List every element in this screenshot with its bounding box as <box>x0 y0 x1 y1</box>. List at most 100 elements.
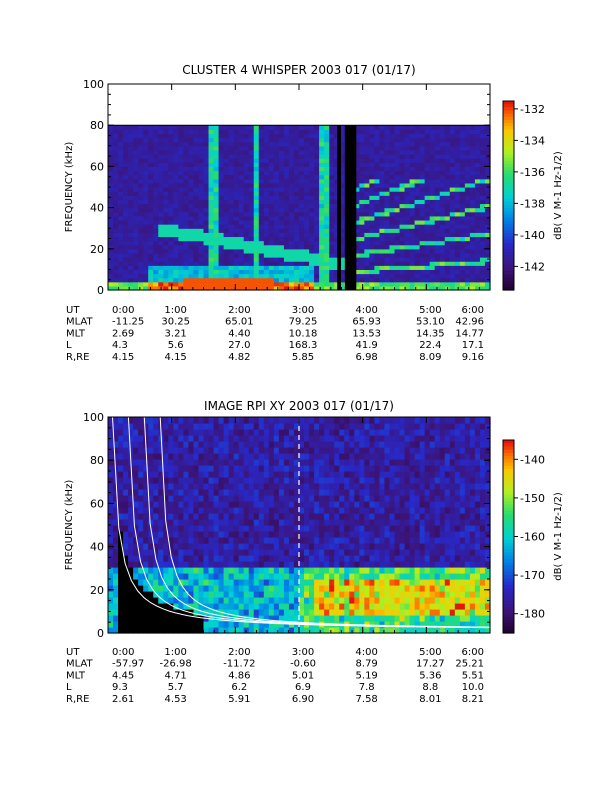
spectrogram-cell <box>213 145 220 151</box>
spectrogram-cell <box>143 170 149 176</box>
spectrogram-cell <box>364 228 370 233</box>
spectrogram-cell <box>459 170 466 176</box>
spectrogram-cell <box>138 182 144 188</box>
spectrogram-cell <box>334 453 340 460</box>
spectrogram-cell <box>434 203 441 209</box>
spectrogram-cell <box>268 191 275 196</box>
spectrogram-cell <box>238 603 245 610</box>
spectrogram-cell <box>158 252 164 258</box>
spectrogram-cell <box>409 199 416 205</box>
spectrogram-cell <box>128 195 134 200</box>
spectrogram-cell <box>138 191 144 196</box>
spectrogram-cell <box>299 199 305 205</box>
spectrogram-cell <box>293 495 300 502</box>
spectrogram-cell <box>288 125 295 130</box>
spectrogram-cell <box>354 170 360 176</box>
spectrogram-cell <box>258 199 265 205</box>
spectrogram-cell <box>258 178 265 184</box>
spectrogram-cell <box>359 166 365 172</box>
spectrogram-cell <box>128 170 134 176</box>
spectrogram-cell <box>248 236 255 242</box>
spectrogram-cell <box>153 170 159 176</box>
spectrogram-cell <box>359 257 365 262</box>
spectrogram-cell <box>469 285 476 291</box>
spectrogram-cell <box>198 513 205 520</box>
spectrogram-cell <box>469 203 476 209</box>
spectrogram-cell <box>319 224 325 229</box>
spectrogram-cell <box>304 154 310 159</box>
spectrogram-cell <box>108 166 114 172</box>
spectrogram-cell <box>133 178 139 184</box>
spectrogram-cell <box>369 273 375 279</box>
spectrogram-cell <box>138 277 144 283</box>
spectrogram-cell <box>198 549 205 556</box>
spectrogram-cell <box>133 141 139 147</box>
spectrogram-cell <box>263 489 270 496</box>
spectrogram-cell <box>173 248 179 254</box>
spectrogram-cell <box>158 507 164 514</box>
colorbar-swatch <box>503 252 514 256</box>
spectrogram-cell <box>364 203 370 209</box>
spectrogram-cell <box>339 531 345 538</box>
colorbar-tick-label: -142 <box>520 260 545 273</box>
spectrogram-cell <box>319 597 325 604</box>
spectrogram-cell <box>183 224 190 229</box>
spectrogram-cell <box>379 129 386 135</box>
spectrogram-cell <box>158 244 164 250</box>
spectrogram-cell <box>228 417 235 424</box>
spectrogram-cell <box>324 483 330 490</box>
spectrogram-cell <box>439 149 446 155</box>
spectrogram-cell <box>324 158 330 163</box>
spectrogram-cell <box>389 252 396 258</box>
spectrogram-cell <box>374 252 381 258</box>
spectrogram-cell <box>258 471 265 478</box>
spectrogram-cell <box>283 141 290 147</box>
spectrogram-cell <box>484 281 491 287</box>
spectrogram-cell <box>223 211 230 217</box>
spectrogram-cell <box>309 281 315 287</box>
spectrogram-cell <box>334 561 340 568</box>
spectrogram-cell <box>193 248 200 254</box>
spectrogram-cell <box>283 252 290 258</box>
spectrogram-cell <box>454 182 461 188</box>
spectrogram-cell <box>248 465 255 472</box>
spectrogram-cell <box>409 137 416 143</box>
spectrogram-cell <box>168 265 174 270</box>
spectrogram-cell <box>253 609 260 616</box>
spectrogram-cell <box>309 507 315 514</box>
spectrogram-cell <box>384 199 391 205</box>
spectrogram-cell <box>364 219 370 225</box>
spectrogram-cell <box>474 228 481 233</box>
ephemeris-cell: 5.6 <box>168 340 184 351</box>
spectrogram-cell <box>409 273 416 279</box>
spectrogram-cell <box>153 597 159 604</box>
spectrogram-cell <box>223 285 230 291</box>
spectrogram-cell <box>299 285 305 291</box>
spectrogram-cell <box>288 609 295 616</box>
spectrogram-cell <box>218 145 225 151</box>
spectrogram-cell <box>113 525 119 532</box>
spectrogram-cell <box>389 187 396 192</box>
spectrogram-cell <box>148 285 154 291</box>
spectrogram-cell <box>354 215 360 221</box>
spectrogram-cell <box>299 597 305 604</box>
spectrogram-cell <box>474 166 481 172</box>
spectrogram-cell <box>484 265 491 270</box>
spectrogram-cell <box>344 531 350 538</box>
spectrogram-cell <box>449 125 456 130</box>
spectrogram-cell <box>364 149 370 155</box>
spectrogram-cell <box>213 501 220 508</box>
spectrogram-cell <box>138 573 144 580</box>
spectrogram-cell <box>464 145 471 151</box>
spectrogram-cell <box>364 207 370 213</box>
spectrogram-cell <box>434 219 441 225</box>
spectrogram-cell <box>163 603 169 610</box>
spectrogram-cell <box>108 228 114 233</box>
spectrogram-cell <box>283 453 290 460</box>
spectrogram-cell <box>143 507 149 514</box>
spectrogram-cell <box>163 133 169 139</box>
colorbar-swatch <box>503 280 514 285</box>
spectrogram-cell <box>243 501 250 508</box>
spectrogram-cell <box>314 555 320 562</box>
spectrogram-cell <box>339 513 345 520</box>
